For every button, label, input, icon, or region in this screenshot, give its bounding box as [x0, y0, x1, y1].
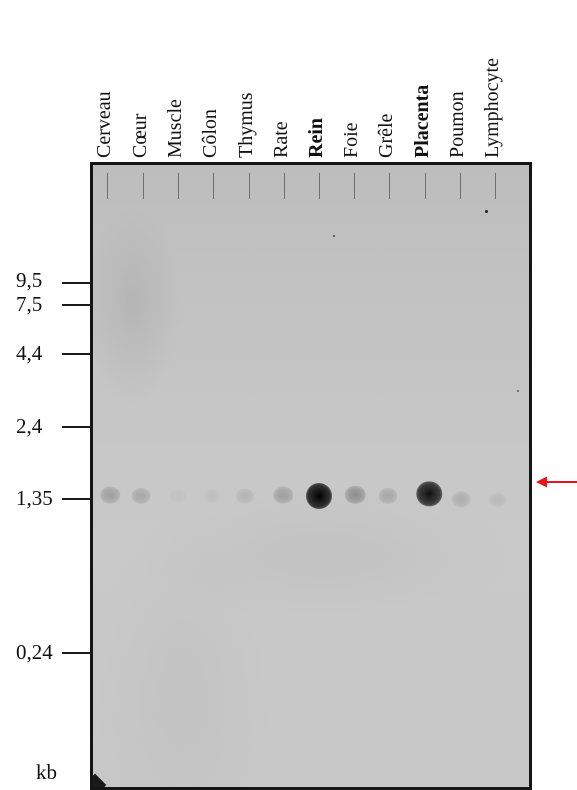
marker-label-2-4: 2,4 [16, 414, 43, 438]
well-thymus [249, 173, 250, 199]
film-speck [485, 210, 488, 213]
well-rate [284, 173, 285, 199]
band-poumon [451, 491, 471, 507]
marker-tick-2-4 [62, 426, 92, 428]
film-speck [333, 235, 335, 237]
arrow-left-icon [536, 476, 577, 488]
band-coeur [131, 487, 151, 505]
marker-tick-4-4 [62, 353, 92, 355]
unit-label-kb: kb [36, 760, 57, 784]
well-muscle [178, 173, 179, 199]
well-colon [213, 173, 214, 199]
marker-label-9-5: 9,5 [16, 268, 43, 292]
band-muscle [168, 489, 186, 503]
marker-label-7-5: 7,5 [16, 292, 43, 316]
well-poumon [460, 173, 461, 199]
band-cerveau [100, 486, 120, 504]
film-speck [517, 390, 519, 392]
band-grele [378, 487, 398, 505]
band-placenta [416, 481, 442, 507]
marker-tick-0-24 [62, 652, 92, 654]
marker-label-0-24: 0,24 [16, 640, 53, 664]
marker-tick-9-5 [62, 282, 92, 284]
well-coeur [143, 173, 144, 199]
marker-label-4-4: 4,4 [16, 341, 43, 365]
well-rein [319, 173, 320, 199]
band-colon [203, 489, 221, 503]
band-rein [306, 483, 332, 509]
northern-blot-film [90, 162, 532, 790]
band-thymus [236, 488, 254, 504]
well-foie [354, 173, 355, 199]
band-foie [344, 485, 366, 505]
marker-tick-7-5 [62, 304, 92, 306]
band-rate [273, 486, 293, 504]
band-lymphocyte [488, 492, 506, 508]
film-corner-mark [93, 773, 107, 787]
well-cerveau [107, 173, 108, 199]
marker-tick-1-35 [62, 498, 92, 500]
marker-label-1-35: 1,35 [16, 486, 53, 510]
well-lymphocyte [495, 173, 496, 199]
well-placenta [425, 173, 426, 199]
well-grele [389, 173, 390, 199]
